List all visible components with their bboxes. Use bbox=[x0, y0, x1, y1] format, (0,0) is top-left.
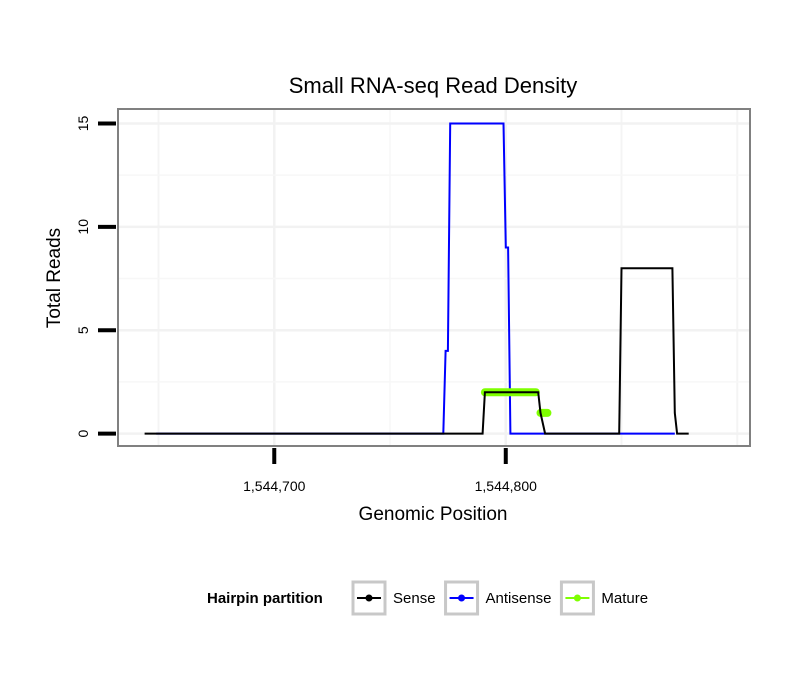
legend-entry-sense: Sense bbox=[351, 580, 436, 616]
plot-background bbox=[118, 109, 750, 446]
data-series bbox=[144, 122, 689, 435]
legend-label: Sense bbox=[393, 590, 436, 607]
plot-border bbox=[117, 108, 751, 447]
legend-entry-mature: Mature bbox=[559, 580, 648, 616]
y-tick-label: 10 bbox=[75, 219, 91, 235]
chart-title: Small RNA-seq Read Density bbox=[289, 73, 578, 98]
y-tick-label: 15 bbox=[75, 116, 91, 132]
y-tick-label: 0 bbox=[75, 429, 91, 437]
series-antisense-line bbox=[156, 122, 675, 435]
x-tick-label: 1,544,700 bbox=[243, 478, 305, 494]
legend-label: Mature bbox=[601, 590, 648, 607]
axes: 0 5 10 15 1,544,700 1,544,800 bbox=[75, 116, 537, 494]
legend: Hairpin partition Sense Antisense Mature bbox=[207, 580, 648, 616]
legend-key-point bbox=[458, 594, 466, 602]
y-tick-label: 5 bbox=[75, 326, 91, 334]
legend-title: Hairpin partition bbox=[207, 590, 323, 607]
legend-entries: Sense Antisense Mature bbox=[351, 580, 648, 616]
x-tick-label: 1,544,800 bbox=[475, 478, 537, 494]
legend-label: Antisense bbox=[486, 590, 552, 607]
legend-entry-antisense: Antisense bbox=[444, 580, 552, 616]
plot-panel bbox=[117, 108, 751, 447]
legend-key-point bbox=[365, 594, 373, 602]
series-sense-line bbox=[144, 267, 689, 435]
y-axis-label: Total Reads bbox=[44, 228, 65, 328]
legend-key-point bbox=[573, 594, 581, 602]
x-axis-label: Genomic Position bbox=[359, 504, 508, 525]
